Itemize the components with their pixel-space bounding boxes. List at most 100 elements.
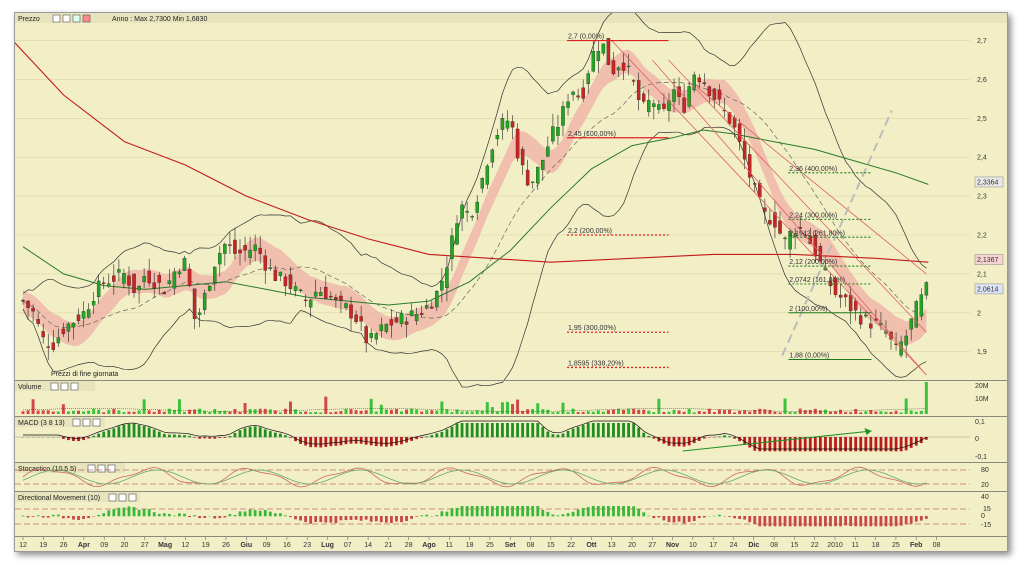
volume-bar xyxy=(258,408,262,414)
volume-bar xyxy=(455,409,459,414)
time-axis-label: Apr xyxy=(78,542,90,549)
time-axis-label: 13 xyxy=(608,542,616,549)
dm-bar xyxy=(586,507,590,517)
price-panel-subtitle: Anno : Max 2,7300 Min 1,6830 xyxy=(112,16,207,23)
dm-bar xyxy=(637,508,641,517)
candle xyxy=(470,216,474,218)
macd-bar xyxy=(183,435,186,438)
candle xyxy=(354,314,358,323)
macd-bar xyxy=(844,437,848,452)
candle xyxy=(773,212,777,228)
window-icon[interactable] xyxy=(62,14,71,23)
dm-bar xyxy=(728,516,731,517)
price-panel-title: Prezzo xyxy=(18,16,40,23)
macd-bar xyxy=(390,437,393,447)
macd-bar xyxy=(329,437,333,447)
macd-bar xyxy=(758,437,762,452)
time-axis-label: 11 xyxy=(852,542,859,549)
candle xyxy=(86,309,91,318)
volume-bar xyxy=(309,412,313,414)
volume-bar xyxy=(743,410,747,414)
volume-bar xyxy=(248,409,252,414)
macd-bar xyxy=(167,434,171,438)
candle xyxy=(308,299,313,308)
candle xyxy=(213,266,217,283)
macd-bar xyxy=(617,423,620,438)
macd-bar xyxy=(339,437,343,446)
volume-bar xyxy=(642,409,646,414)
dm-bar xyxy=(914,516,918,522)
macd-close-icon[interactable] xyxy=(92,418,101,427)
candle xyxy=(838,294,843,298)
candle xyxy=(36,319,40,324)
macd-tick-zero: 0 xyxy=(975,436,979,443)
volume-wrench-icon[interactable] xyxy=(50,382,59,391)
volume-bar xyxy=(238,411,242,414)
macd-bar xyxy=(672,437,676,447)
volume-bar xyxy=(46,410,50,414)
candle xyxy=(858,315,863,325)
stoch-window-icon[interactable] xyxy=(97,464,106,473)
dm-bar xyxy=(879,516,883,527)
macd-window-icon[interactable] xyxy=(82,418,91,427)
candle xyxy=(127,275,131,286)
volume-bar xyxy=(551,412,555,414)
time-axis-label: 19 xyxy=(202,542,210,549)
candle xyxy=(657,104,661,110)
wrench-icon[interactable] xyxy=(52,14,61,23)
candle xyxy=(288,274,293,289)
volume-bar xyxy=(788,412,792,414)
dm-bar xyxy=(536,506,540,517)
macd-bar xyxy=(566,430,570,438)
volume-bar xyxy=(475,410,479,414)
stoch-tick-20: 20 xyxy=(981,482,989,489)
macd-wrench-icon[interactable] xyxy=(72,418,81,427)
volume-bar xyxy=(627,408,631,414)
candle xyxy=(313,291,318,297)
stoch-close-icon[interactable] xyxy=(107,464,116,473)
fib-target-label: 2 (100,00%) xyxy=(789,306,827,313)
dm-bar xyxy=(702,516,706,518)
volume-bar xyxy=(379,404,383,414)
dm-wrench-icon[interactable] xyxy=(108,493,117,502)
dm-bar xyxy=(112,509,116,517)
time-axis-label: Feb xyxy=(910,542,922,549)
volume-close-icon[interactable] xyxy=(70,382,79,391)
volume-window-icon[interactable] xyxy=(60,382,69,391)
price-panel-tools[interactable] xyxy=(52,14,91,23)
macd-bar xyxy=(248,426,252,438)
macd-bar xyxy=(536,423,540,438)
add-icon[interactable] xyxy=(72,14,81,23)
fib-target-label: 2,0742 (161,80%) xyxy=(789,277,845,284)
dm-bar xyxy=(662,516,666,521)
candle xyxy=(162,291,167,295)
time-axis-label: 27 xyxy=(648,542,656,549)
dm-bar xyxy=(213,516,217,519)
volume-bar xyxy=(480,410,484,414)
macd-bar xyxy=(82,437,85,441)
volume-bar xyxy=(82,411,86,414)
candle xyxy=(667,100,671,111)
dm-bar xyxy=(309,516,313,524)
macd-bar xyxy=(561,433,565,438)
candle xyxy=(445,267,449,289)
macd-bar xyxy=(601,423,605,438)
time-axis-label: 21 xyxy=(385,542,393,549)
volume-bar xyxy=(425,410,429,414)
macd-bar xyxy=(233,432,237,438)
macd-bar xyxy=(193,437,196,438)
macd-bar xyxy=(132,423,136,438)
dm-close-icon[interactable] xyxy=(128,493,137,502)
close-icon[interactable] xyxy=(82,14,91,23)
time-axis-label: 10 xyxy=(689,542,697,549)
macd-bar xyxy=(349,437,353,444)
volume-bar xyxy=(470,411,474,414)
macd-bar xyxy=(798,437,802,452)
candle xyxy=(344,303,348,308)
stoch-wrench-icon[interactable] xyxy=(87,464,96,473)
dm-bar xyxy=(218,516,222,519)
candle xyxy=(601,43,606,54)
macd-bar xyxy=(793,437,797,452)
dm-window-icon[interactable] xyxy=(118,493,127,502)
dm-bar xyxy=(425,514,429,517)
